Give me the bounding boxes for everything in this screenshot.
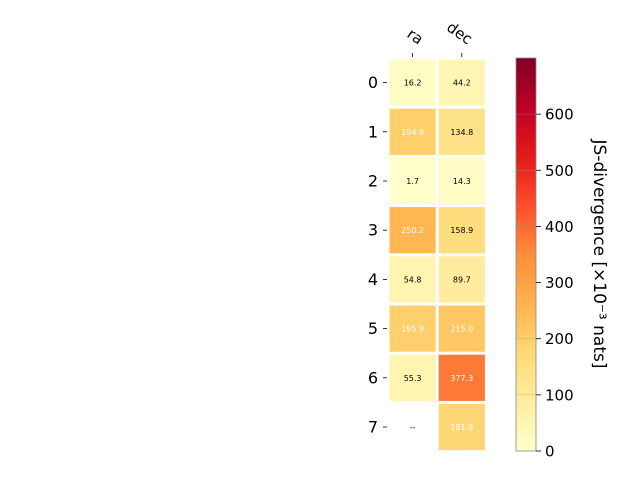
heatmap-cell: [438, 403, 485, 451]
cell-value-label: 44.2: [453, 79, 471, 88]
colorbar-gradient: [515, 57, 537, 452]
cell-value-label: 14.3: [453, 177, 471, 186]
cell-value-label: 215.0: [450, 325, 473, 334]
row-label-7: 7: [368, 418, 378, 437]
heatmap-cell: [438, 59, 485, 106]
heatmap-cell: [438, 354, 485, 401]
row-label-2: 2: [368, 172, 378, 191]
colorbar-tick-label: 400: [545, 218, 574, 236]
row-label-4: 4: [368, 270, 378, 289]
row-label-0: 0: [368, 73, 378, 92]
heatmap-cell: [389, 157, 436, 205]
heatmap-cell: [438, 305, 485, 352]
colorbar-tick-label: 300: [545, 274, 574, 292]
cell-value-label: 55.3: [404, 374, 422, 383]
heatmap-cell: [438, 256, 485, 303]
colorbar-tick-label: 0: [545, 443, 555, 461]
heatmap-cells: 16.2 44.2 194.8 134.8 1.7 14.3 250.2 158.9 54.8 8…: [389, 59, 485, 451]
colorbar: 0 100 200 300 400 500 600 JS-divergence [×10⁻³…: [515, 57, 609, 461]
cell-value-label: 250.2: [401, 226, 424, 235]
row-label-3: 3: [368, 221, 378, 240]
cell-value-label: 158.9: [450, 226, 473, 235]
heatmap-cell: [438, 157, 485, 205]
colorbar-tick-label: 200: [545, 330, 574, 348]
cell-value-label: 194.8: [401, 128, 424, 137]
column-labels: ra dec: [404, 18, 476, 57]
column-label-dec: dec: [443, 18, 475, 48]
heatmap-cell: [438, 207, 485, 254]
heatmap-cell: [389, 108, 436, 155]
cell-value-label: 16.2: [404, 79, 422, 88]
column-label-ra: ra: [404, 25, 427, 49]
colorbar-tick-label: 500: [545, 162, 574, 180]
cell-value-label: 377.3: [450, 374, 473, 383]
heatmap-cell: [389, 59, 436, 106]
colorbar-tick-label: 600: [545, 106, 574, 124]
row-label-1: 1: [368, 122, 378, 141]
row-label-6: 6: [368, 368, 378, 387]
cell-value-label: 54.8: [404, 275, 422, 284]
colorbar-ticks: 0 100 200 300 400 500 600: [516, 106, 574, 461]
heatmap-cell: [389, 354, 436, 401]
heatmap-cell: [389, 256, 436, 303]
heatmap-cell: [389, 305, 436, 352]
cell-value-label: 134.8: [450, 128, 473, 137]
row-label-5: 5: [368, 319, 378, 338]
heatmap-cell: [389, 207, 436, 254]
row-labels: 0 1 2 3 4 5 6 7: [368, 73, 387, 437]
heatmap-cell: [438, 108, 485, 155]
cell-value-label: 89.7: [453, 275, 471, 284]
colorbar-label: JS-divergence [×10⁻³ nats]: [589, 139, 609, 369]
cell-value-label: 1.7: [406, 177, 419, 186]
cell-value-label: 195.9: [401, 325, 424, 334]
colorbar-tick-label: 100: [545, 386, 574, 404]
cell-value-label: 181.9: [450, 423, 473, 432]
cell-value-label: --: [410, 423, 416, 432]
